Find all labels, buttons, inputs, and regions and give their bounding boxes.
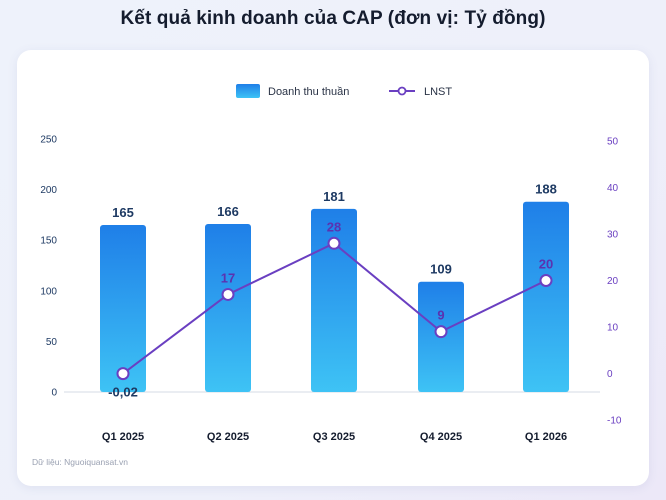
right-axis-tick: 40: [607, 183, 619, 194]
revenue-bar: [523, 201, 569, 392]
revenue-bar: [205, 224, 251, 392]
right-axis-tick: 50: [607, 137, 619, 148]
x-axis-category-label: Q3 2025: [313, 431, 355, 443]
x-axis-category-label: Q4 2025: [420, 431, 462, 443]
left-axis-tick: 250: [40, 135, 57, 146]
profit-point: [327, 236, 341, 250]
revenue-bar-label: 109: [430, 262, 452, 277]
legend-revenue-label: Doanh thu thuần: [268, 86, 349, 98]
revenue-bar-label: 181: [323, 189, 345, 204]
right-axis-tick: 10: [607, 323, 619, 334]
profit-point: [116, 367, 130, 381]
profit-point: [221, 287, 235, 301]
legend-profit-label: LNST: [424, 86, 452, 98]
left-axis-tick: 100: [40, 286, 57, 297]
profit-point-label: 28: [327, 219, 341, 234]
profit-point-label: 20: [539, 257, 553, 272]
profit-point-label: 17: [221, 270, 235, 285]
profit-point: [539, 274, 553, 287]
chart-title: Kết quả kinh doanh của CAP (đơn vị: Tỷ đ…: [120, 8, 546, 29]
right-axis-tick: 0: [607, 369, 613, 380]
revenue-bar: [311, 208, 357, 392]
right-axis-tick: 30: [607, 230, 619, 241]
right-axis-tick: -10: [607, 416, 622, 427]
revenue-bar: [100, 225, 146, 392]
legend-revenue-swatch: [236, 84, 260, 98]
revenue-bar-label: 166: [217, 204, 239, 219]
data-source: Dữ liệu: Nguoiquansat.vn: [32, 457, 128, 467]
left-axis-tick: 50: [46, 337, 58, 348]
left-axis-tick: 150: [40, 236, 57, 247]
revenue-bar-label: 188: [535, 182, 557, 197]
x-axis-category-label: Q2 2025: [207, 431, 249, 443]
legend-profit-marker: [397, 86, 407, 96]
profit-point-label: 9: [437, 308, 444, 323]
x-axis-category-label: Q1 2026: [525, 431, 567, 443]
right-axis-tick: 20: [607, 276, 619, 287]
x-axis-category-label: Q1 2025: [102, 431, 144, 443]
revenue-bar-label: 165: [112, 205, 134, 220]
left-axis-tick: 0: [51, 388, 57, 399]
profit-point-label: -0,02: [108, 385, 138, 400]
profit-point: [434, 325, 448, 339]
left-axis-tick: 200: [40, 185, 57, 196]
